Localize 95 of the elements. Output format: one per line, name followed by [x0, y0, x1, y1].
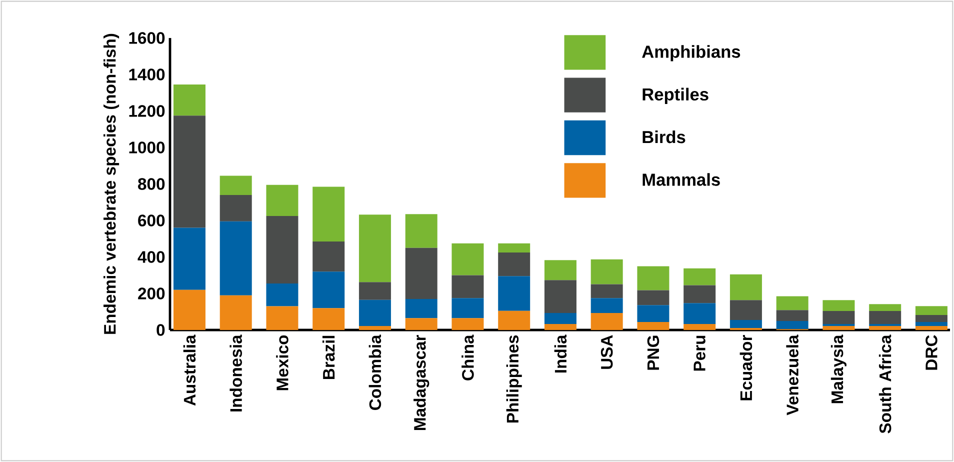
bar [684, 324, 716, 330]
bar [544, 260, 576, 280]
x-tick-label: DRC [926, 335, 938, 370]
bar [266, 184, 298, 216]
x-tick-label: Peru [694, 336, 706, 371]
legend-label: Mammals [642, 173, 720, 186]
bar [220, 295, 252, 330]
bar [637, 266, 670, 290]
bar [869, 326, 902, 330]
bar [266, 283, 298, 306]
y-axis-title: Endemic vertebrate species (non-fish) [104, 34, 120, 334]
bar [312, 186, 345, 242]
bar [915, 322, 948, 326]
x-tick-label: Mexico [276, 335, 288, 390]
bar [684, 303, 716, 324]
bar [637, 305, 670, 322]
bar [637, 322, 670, 330]
bar [590, 259, 623, 284]
x-tick-label: China [462, 334, 474, 380]
y-tick-label: 200 [138, 288, 165, 300]
bar [405, 318, 438, 330]
bar [266, 306, 298, 330]
bar [220, 194, 252, 222]
x-tick-label: PNG [647, 336, 660, 370]
y-tick-label: 1400 [129, 68, 165, 80]
bar [869, 304, 902, 312]
bar [776, 310, 808, 322]
x-tick-label: Madagascar [414, 334, 430, 430]
bar [590, 298, 623, 314]
legend-label: Birds [642, 130, 686, 144]
y-tick-label: 1600 [129, 32, 165, 44]
bar [173, 290, 206, 330]
bar [405, 214, 438, 248]
bar [358, 282, 391, 300]
bar [498, 243, 530, 252]
bar [498, 276, 530, 311]
y-tick-label: 0 [156, 324, 165, 336]
bar [452, 318, 484, 330]
bar [173, 228, 206, 290]
bar [452, 275, 484, 298]
bar [590, 284, 623, 298]
bar [776, 296, 808, 310]
legend-label: Amphibians [642, 45, 740, 62]
bar [312, 241, 345, 272]
bar [684, 285, 716, 304]
y-tick-label: 1200 [129, 105, 165, 117]
bar [915, 315, 948, 322]
bar [498, 310, 530, 330]
x-tick-label: USA [600, 335, 613, 369]
bar [544, 313, 576, 324]
bar [452, 298, 484, 318]
bar [498, 252, 530, 276]
y-tick-label: 400 [138, 251, 165, 263]
x-tick-label: Australia [183, 334, 196, 406]
bar [405, 248, 438, 299]
bar [822, 300, 855, 312]
bar [544, 324, 576, 330]
x-tick-label: Malaysia [830, 334, 846, 404]
bar [730, 320, 762, 328]
bar [266, 216, 298, 284]
x-tick-label: South Africa [878, 334, 892, 434]
bar [173, 116, 206, 228]
x-tick-label: Brazil [322, 336, 335, 379]
bar [312, 272, 345, 308]
bar [452, 243, 484, 276]
bar [730, 300, 762, 320]
bar [358, 214, 391, 282]
bar [730, 274, 762, 300]
bar [405, 298, 438, 318]
legend-label: Reptiles [642, 88, 708, 104]
bar [684, 268, 716, 286]
bar [915, 306, 948, 316]
y-tick-label: 1000 [129, 142, 165, 154]
bar [822, 326, 855, 330]
bar [173, 84, 206, 116]
bar [915, 326, 948, 330]
bar [358, 326, 391, 330]
x-tick-label: Indonesia [230, 334, 242, 412]
bar [590, 313, 623, 330]
bar [220, 176, 252, 195]
x-tick-label: Ecuador [740, 334, 752, 400]
bar [544, 280, 576, 314]
x-tick-label: India [554, 334, 567, 372]
x-tick-label: Colombia [368, 334, 382, 410]
bar [220, 221, 252, 296]
bar [822, 311, 855, 324]
bar [312, 308, 345, 330]
bar [869, 311, 902, 324]
x-tick-label: Venezuela [786, 334, 798, 416]
x-tick-label: Philippines [506, 335, 522, 423]
bar [358, 300, 391, 326]
y-tick-label: 600 [138, 214, 165, 226]
y-tick-label: 800 [138, 178, 165, 190]
bar [637, 290, 670, 306]
bar [776, 321, 808, 330]
